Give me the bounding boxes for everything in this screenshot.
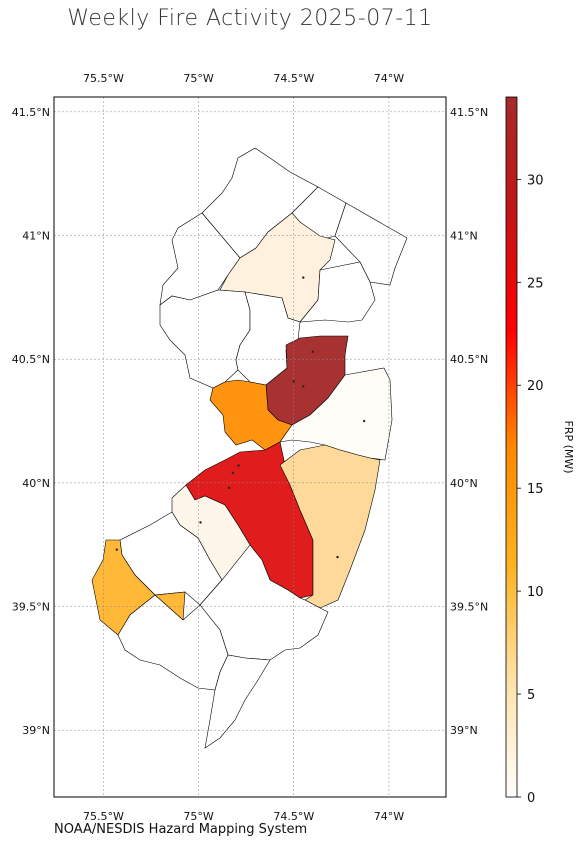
colorbar-tick-label: 30 bbox=[527, 173, 544, 188]
colorbar-ticks: 0 5 10 15 20 25 30 bbox=[517, 173, 544, 806]
lon-tick-label-top: 75.5°W bbox=[83, 72, 124, 85]
colorbar bbox=[505, 96, 518, 798]
colorbar-label: FRP (MW) bbox=[562, 420, 575, 473]
fire-point bbox=[115, 548, 118, 551]
county-essex[interactable] bbox=[299, 261, 376, 323]
fire-point bbox=[302, 276, 305, 279]
colorbar-tick-label: 5 bbox=[527, 688, 535, 703]
fire-point bbox=[362, 419, 366, 423]
colorbar-tick-label: 15 bbox=[527, 482, 544, 497]
lat-tick-label-right: 40°N bbox=[450, 477, 478, 490]
lat-tick-label-left: 39.5°N bbox=[12, 601, 50, 614]
lat-tick-label-left: 40°N bbox=[22, 477, 50, 490]
county-cape-may[interactable] bbox=[204, 654, 271, 749]
gridlines bbox=[54, 97, 446, 797]
lat-tick-label-right: 40.5°N bbox=[450, 353, 488, 366]
lat-tick-label-right: 39°N bbox=[450, 724, 478, 737]
fire-point bbox=[311, 350, 314, 353]
colorbar-tick-label: 10 bbox=[527, 585, 544, 600]
fire-point bbox=[231, 471, 235, 475]
fire-point bbox=[227, 486, 231, 490]
lat-tick-label-left: 41.5°N bbox=[12, 106, 50, 119]
lon-tick-label-top: 74.5°W bbox=[273, 72, 314, 85]
fire-point bbox=[237, 464, 240, 467]
fire-point bbox=[199, 521, 202, 524]
lat-tick-label-left: 41°N bbox=[22, 230, 50, 243]
lat-tick-label-right: 41.5°N bbox=[450, 106, 488, 119]
lat-tick-label-left: 40.5°N bbox=[12, 353, 50, 366]
colorbar-tick-label: 25 bbox=[527, 276, 544, 291]
fire-point bbox=[302, 385, 305, 388]
fire-points-layer bbox=[115, 276, 366, 559]
lat-tick-label-right: 41°N bbox=[450, 230, 478, 243]
county-layer bbox=[91, 147, 408, 749]
county-ocean[interactable] bbox=[279, 444, 381, 609]
lon-tick-label-bottom: 75.5°W bbox=[83, 810, 124, 823]
colorbar-tick-label: 0 bbox=[527, 791, 535, 806]
map-border bbox=[53, 96, 447, 798]
lon-tick-label-bottom: 75°W bbox=[183, 810, 213, 823]
lon-tick-label-bottom: 74.5°W bbox=[273, 810, 314, 823]
lon-tick-label-top: 74°W bbox=[374, 72, 404, 85]
lat-tick-label-left: 39°N bbox=[22, 724, 50, 737]
map-title: Weekly Fire Activity 2025-07-11 bbox=[67, 6, 433, 31]
tick-labels: 75.5°W 75.5°W 75°W 75°W 74.5°W 74.5°W 74°W 74°W… bbox=[12, 72, 488, 823]
fire-point bbox=[336, 555, 339, 559]
lon-tick-label-bottom: 74°W bbox=[374, 810, 404, 823]
data-credit: NOAA/NESDIS Hazard Mapping System bbox=[54, 822, 308, 837]
lon-tick-label-top: 75°W bbox=[183, 72, 213, 85]
colorbar-tick-label: 20 bbox=[527, 379, 544, 394]
fire-point bbox=[292, 380, 295, 383]
county-bergen[interactable] bbox=[334, 202, 408, 286]
lat-tick-label-right: 39.5°N bbox=[450, 601, 488, 614]
